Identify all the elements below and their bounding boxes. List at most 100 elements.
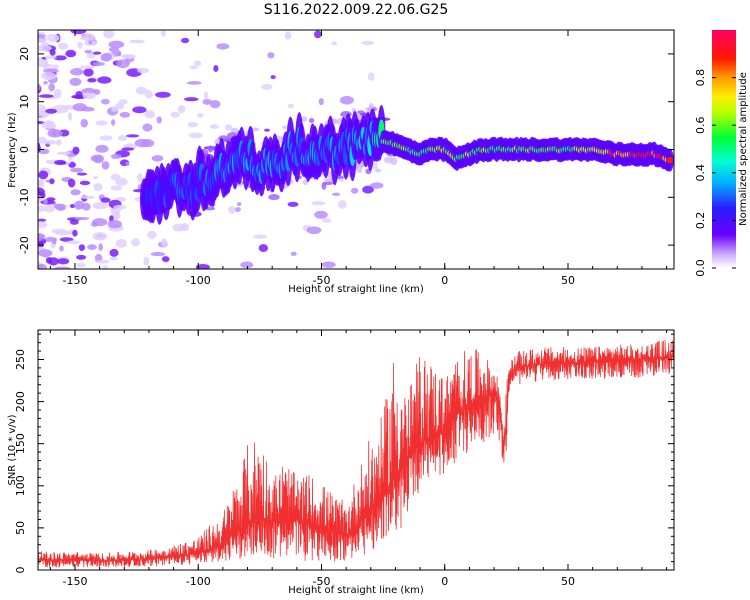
spectrogram-noise-blob	[267, 52, 275, 59]
spectrogram-noise-blob	[52, 128, 57, 138]
spectrogram-noise-blob	[93, 183, 103, 192]
spectrogram-noise-blob	[69, 77, 82, 86]
snr-panel: -150 -100 -50 0 50 0 50 100 150 200 250 Height of …	[7, 329, 675, 596]
spectrogram-noise-blob	[58, 42, 69, 50]
colorbar-ticks: 0.0 0.2 0.4 0.6 0.8	[694, 69, 736, 277]
colorbar-tick-label: 0.8	[694, 69, 707, 87]
spectrogram-noise-blob	[95, 144, 109, 153]
spectrogram-noise-blob	[189, 65, 198, 70]
spectrogram-noise-blob	[111, 106, 118, 112]
spectrogram-noise-blob	[54, 266, 71, 269]
spectrogram-noise-blob	[76, 172, 88, 176]
spectrogram-noise-blob	[111, 119, 116, 126]
spectrogram-noise-blob	[115, 177, 128, 186]
spectrogram-x-tick-label: -50	[313, 274, 331, 287]
spectrogram-noise-blob	[38, 148, 50, 155]
spectrogram-noise-blob	[72, 229, 78, 237]
spectrogram-noise-blob	[110, 185, 123, 191]
spectrogram-noise-blob	[224, 124, 233, 131]
spectrogram-noise-blob	[42, 112, 49, 118]
spectrogram-noise-blob	[308, 117, 315, 123]
spectrogram-x-tick-label: 50	[561, 274, 575, 287]
spectrogram-noise-blob	[216, 43, 230, 50]
spectrogram-noise-blob	[350, 187, 359, 194]
spectrogram-noise-blob	[65, 49, 77, 58]
spectrogram-noise-blob	[76, 262, 86, 268]
spectrogram-noise-blob	[103, 30, 115, 39]
snr-y-tick-label: 250	[14, 349, 27, 370]
spectrogram-noise-blob	[74, 200, 85, 210]
spectrogram-noise-blob	[70, 167, 84, 173]
spectrogram-noise-blob	[135, 86, 147, 95]
spectrogram-noise-blob	[110, 153, 122, 160]
spectrogram-noise-blob	[48, 257, 59, 266]
spectrogram-noise-blob	[202, 98, 212, 105]
spectrogram-noise-blob	[115, 239, 128, 248]
spectrogram-noise-blob	[43, 139, 57, 145]
spectrogram-noise-blob	[92, 202, 109, 210]
spectrogram-x-tick-label: -150	[62, 274, 87, 287]
spectrogram-noise-blob	[54, 159, 66, 165]
spectrogram-noise-blob	[132, 106, 147, 114]
spectrogram-noise-blob	[57, 258, 70, 265]
spectrogram-noise-blob	[196, 112, 204, 118]
colorbar: 0.0 0.2 0.4 0.6 0.8 Normalized spectral ampl…	[694, 30, 749, 277]
spectrogram-noise-blob	[38, 83, 41, 91]
colorbar-gradient	[712, 30, 736, 268]
spectrogram-noise-blob	[46, 33, 60, 43]
spectrogram-noise-blob	[131, 238, 140, 247]
spectrogram-noise-blob	[311, 201, 326, 206]
spectrogram-noise-blob	[81, 195, 95, 200]
spectrogram-noise-blob	[142, 123, 153, 132]
spectrogram-noise-blob	[151, 155, 164, 162]
spectrogram-noise-blob	[100, 52, 112, 62]
spectrogram-noise-blob	[181, 37, 190, 44]
snr-y-tick-label: 200	[14, 391, 27, 412]
spectrogram-y-tick-label: 10	[18, 95, 31, 109]
spectrogram-noise-blob	[370, 182, 384, 189]
spectrogram-noise-blob	[101, 161, 110, 170]
spectrogram-noise-blob	[143, 256, 150, 266]
spectrogram-noise-blob	[38, 38, 48, 42]
spectrogram-noise-blob	[339, 178, 345, 183]
spectrogram-noise-blob	[189, 132, 203, 139]
spectrogram-noise-blob	[147, 230, 157, 239]
spectrogram-noise-blob	[69, 219, 79, 225]
spectrogram-noise-blob	[38, 136, 47, 144]
snr-y-axis-label: SNR (10 * v/v)	[7, 414, 18, 485]
spectrogram-noise-blob	[102, 265, 108, 269]
spectrogram-noise-blob	[144, 110, 156, 119]
spectrogram-noise-blob	[99, 135, 113, 141]
spectrogram-noise-blob	[72, 103, 88, 112]
spectrogram-noise-blob	[209, 124, 219, 129]
spectrogram-noise-blob	[194, 60, 202, 67]
spectrogram-noise-blob	[156, 116, 162, 124]
spectrogram-noise-blob	[361, 40, 375, 45]
spectrogram-noise-blob	[187, 121, 198, 128]
spectrogram-noise-blob	[38, 218, 47, 222]
spectrogram-noise-blob	[100, 197, 111, 203]
spectrogram-noise-blob	[234, 207, 241, 212]
spectrogram-noise-blob	[70, 68, 84, 76]
spectrogram-noise-blob	[70, 189, 81, 196]
spectrogram-noise-blob	[136, 67, 149, 74]
spectrogram-noise-blob	[155, 91, 171, 98]
spectrogram-noise-blob	[177, 105, 186, 114]
spectrogram-noise-blob	[38, 33, 47, 38]
spectrogram-noise-blob	[290, 251, 297, 256]
spectrogram-noise-blob	[314, 210, 328, 219]
spectrogram-noise-blob	[38, 144, 42, 153]
spectrogram-noise-blob	[109, 256, 118, 261]
spectrogram-noise-blob	[92, 232, 108, 241]
spectrogram-noise-blob	[38, 170, 49, 180]
track-core	[666, 156, 673, 164]
spectrogram-noise-blob	[49, 178, 55, 185]
spectrogram-noise-blob	[38, 263, 48, 269]
spectrogram-noise-blob	[84, 49, 93, 54]
spectrogram-noise-blob	[121, 147, 135, 151]
spectrogram-noise-blob	[41, 121, 56, 130]
spectrogram-noise-blob	[53, 55, 67, 61]
snr-y-tick-label: 0	[14, 567, 27, 574]
